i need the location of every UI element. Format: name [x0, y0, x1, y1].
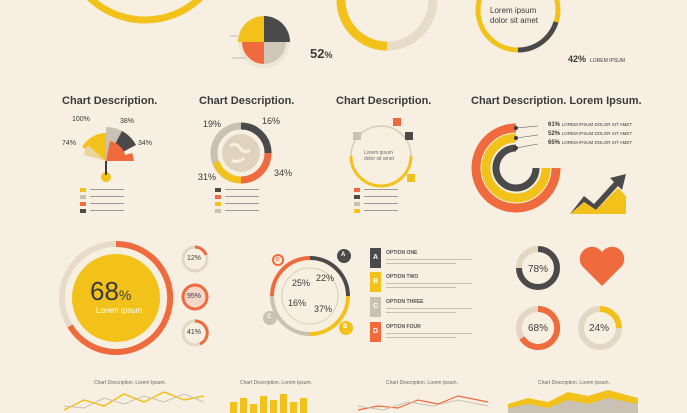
rings4-label-61: 61% LOREM IPSUM DOLOR SIT AMET	[548, 122, 633, 128]
small-ring-label-3: 41%	[187, 329, 202, 336]
option-title: OPTION TWO	[386, 274, 419, 280]
option-wheel	[263, 249, 353, 336]
card3-line1: Lorem ipsum	[364, 150, 393, 156]
small-ring-1	[181, 245, 209, 273]
wheel-badge-c	[263, 311, 277, 325]
tag-icon	[393, 118, 401, 126]
bottom-line-chart-1	[63, 391, 205, 411]
stat-52: 52%	[310, 46, 333, 61]
wheel-badge-d	[272, 254, 284, 266]
bottom-title-4: Chart Description. Lorem Ipsum.	[538, 380, 610, 386]
option-four[interactable]: D OPTION FOUR	[370, 322, 474, 342]
monitor-ring	[86, 0, 204, 24]
option-two[interactable]: B OPTION TWO	[370, 272, 474, 292]
fan-label-38: 38%	[120, 118, 135, 125]
bottom-title-1: Chart Description. Lorem Ipsum.	[94, 380, 166, 386]
quarter-pie	[230, 16, 290, 68]
globe-icon	[222, 134, 260, 172]
wheel-letter-a: A	[341, 252, 346, 258]
bottom-title-3: Chart Description. Lorem Ipsum.	[386, 380, 458, 386]
big-ring-value: 68%	[90, 276, 132, 306]
fan-label-100: 100%	[72, 116, 90, 123]
fan-label-74: 74%	[62, 140, 77, 147]
small-ring-label-2: 95%	[187, 293, 202, 300]
fan-slice-1	[82, 133, 106, 161]
section-title-4: Chart Description. Lorem Ipsum.	[471, 95, 642, 107]
globe-donut	[210, 122, 272, 184]
wheel-label-37: 37%	[314, 304, 333, 314]
wheel-badge-b	[339, 321, 353, 335]
donut2-label-34: 34%	[274, 168, 293, 178]
rings4-label-65: 65% LOREM IPSUM DOLOR SIT AMET	[548, 140, 633, 146]
card3-line2: dolor sit amet	[364, 156, 395, 162]
growth-arrow-icon	[570, 174, 626, 214]
nested-rings	[471, 123, 561, 213]
fan-label-34: 34%	[138, 140, 153, 147]
gauge-24	[578, 306, 622, 350]
donut2-label-19: 19%	[203, 119, 222, 129]
gauge-label-24: 24%	[589, 323, 610, 334]
fan-legend	[80, 186, 124, 214]
small-ring-label-1: 12%	[187, 255, 202, 262]
option-badge-c: C	[370, 297, 381, 317]
section-title-3: Chart Description.	[336, 95, 432, 107]
fan-chart	[82, 127, 136, 182]
wheel-label-16: 16%	[288, 298, 307, 308]
wheel-label-25: 25%	[292, 278, 311, 288]
section-title-2: Chart Description.	[199, 95, 295, 107]
big-ring	[59, 240, 174, 355]
rings4-label-52: 52% LOREM IPSUM DOLOR SIT AMET	[548, 131, 633, 137]
card3-ring	[349, 118, 415, 188]
donut2-label-31: 31%	[198, 172, 217, 182]
section-title-1: Chart Description.	[62, 95, 158, 107]
wheel-letter-c: C	[267, 314, 272, 320]
bottom-area-chart	[508, 390, 638, 413]
gauge-68	[516, 305, 561, 350]
option-badge-d: D	[370, 322, 381, 342]
donut2-label-16: 16%	[262, 116, 281, 126]
stat-42-label: LOREM IPSUM	[590, 58, 626, 64]
option-badge-b: B	[370, 272, 381, 292]
lorem-ring	[475, 0, 561, 53]
gauge-label-68: 68%	[528, 323, 549, 334]
stat-42: 42%	[568, 54, 587, 64]
fan-slice-5	[106, 141, 127, 161]
option-title: OPTION ONE	[386, 250, 418, 256]
option-one[interactable]: A OPTION ONE	[370, 248, 474, 268]
option-title: OPTION THREE	[386, 299, 424, 305]
lorem-ring-title: Lorem ipsum	[490, 6, 537, 15]
wheel-letter-b: B	[343, 324, 348, 330]
gauge-label-78: 78%	[528, 264, 549, 275]
people-ring	[336, 0, 438, 51]
gauge-78	[516, 246, 560, 290]
bottom-line-chart-2	[357, 395, 489, 411]
bottom-bar-chart	[230, 394, 307, 413]
wheel-letter-d: D	[276, 257, 280, 263]
option-title: OPTION FOUR	[386, 324, 421, 330]
option-three[interactable]: C OPTION THREE	[370, 297, 474, 317]
card3-legend	[354, 186, 398, 214]
tag-icon-4	[407, 174, 415, 182]
wheel-badge-a	[337, 249, 351, 263]
donut2-legend	[215, 186, 259, 214]
small-ring-3	[181, 319, 209, 347]
big-ring-sub: Lorem ipsum	[96, 306, 143, 315]
bottom-title-2: Chart Description. Lorem Ipsum.	[240, 380, 312, 386]
signal-icon	[101, 172, 111, 182]
small-ring-2	[181, 283, 209, 311]
option-badge-a: A	[370, 248, 381, 268]
lorem-ring-sub: dolor sit amet	[490, 16, 539, 25]
heart-icon	[579, 246, 625, 286]
tag-icon-3	[353, 132, 361, 140]
tag-icon-2	[405, 132, 413, 140]
wheel-label-22: 22%	[316, 273, 335, 283]
